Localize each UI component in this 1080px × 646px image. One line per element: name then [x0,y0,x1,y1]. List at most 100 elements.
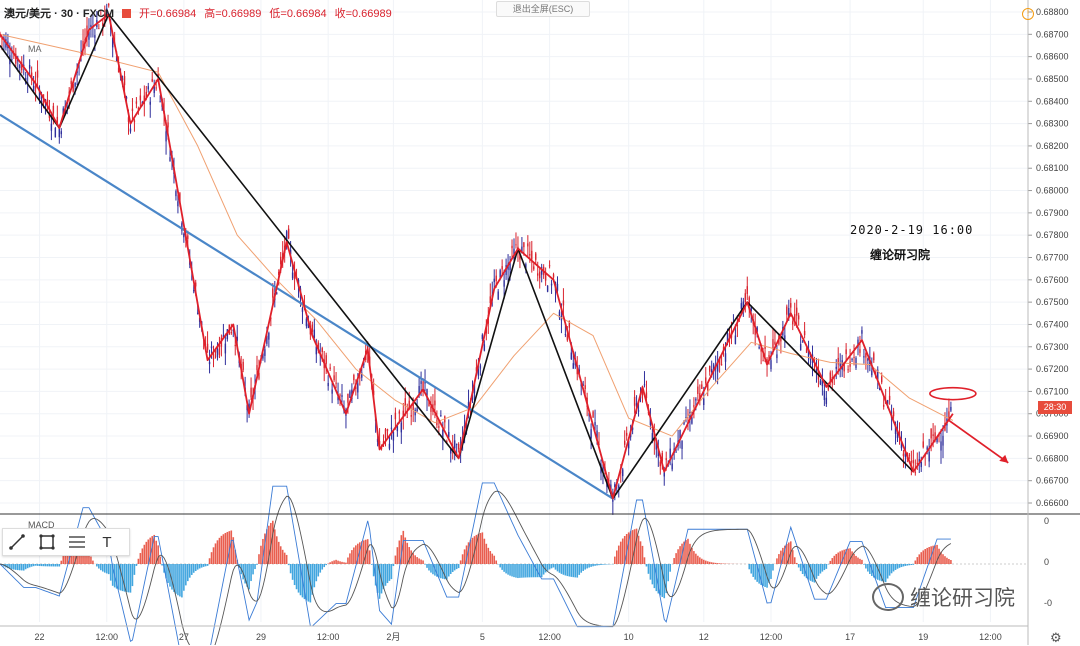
macd-histogram-bar [531,564,533,577]
candle [61,131,62,134]
candle [136,102,137,104]
candle [98,28,99,29]
chart-header: 澳元/美元 · 30 · FXCM 开=0.66984 高=0.66989 低=… [4,5,392,21]
macd-histogram-bar [818,564,820,576]
macd-histogram-bar [924,549,926,564]
candle [820,381,821,385]
candle [187,236,188,239]
text-tool-icon[interactable]: T [93,530,121,554]
low-value: 低=0.66984 [269,5,326,21]
macd-histogram-bar [573,564,575,577]
macd-histogram-bar [144,545,146,564]
candle [407,417,408,418]
macd-histogram-bar [33,564,35,566]
macd-histogram-bar [523,564,525,578]
macd-histogram-bar [853,554,855,564]
candle [272,288,273,297]
macd-histogram-bar [205,564,207,566]
candle [563,300,564,305]
candle [565,334,566,335]
macd-histogram-bar [395,556,397,564]
macd-histogram-bar [49,564,51,566]
macd-histogram-bar [217,540,219,564]
macd-histogram-bar [426,564,428,568]
candle [458,444,459,449]
candle [420,381,421,384]
exit-fullscreen-button[interactable]: 退出全屏(ESC) [496,1,590,17]
candle [264,349,265,356]
candle [721,364,722,365]
candle [231,332,232,333]
macd-histogram-bar [525,564,527,577]
macd-histogram-bar [909,564,911,565]
candle [359,377,360,378]
line-tool-icon[interactable] [3,530,31,554]
macd-histogram-bar [27,564,29,568]
macd-histogram-bar [495,561,497,564]
macd-histogram-bar [511,564,513,576]
time-tick-label: 27 [179,632,189,642]
macd-histogram-bar [620,542,622,564]
macd-histogram-bar [772,564,774,571]
symbol-label[interactable]: 澳元/美元 · 30 · FXCM [4,5,114,21]
candle [217,349,218,357]
candle [881,376,882,382]
macd-histogram-bar [157,545,159,564]
macd-histogram-bar [640,541,642,564]
info-icon[interactable]: ! [1022,8,1034,20]
macd-histogram-bar [855,556,857,564]
macd-histogram-bar [319,564,321,573]
candle [786,307,787,315]
macd-histogram-bar [189,564,191,578]
macd-histogram-bar [15,564,17,570]
macd-histogram-bar [857,558,859,564]
macd-histogram-bar [35,564,37,566]
macd-histogram-bar [918,554,920,564]
fib-tool-icon[interactable] [63,530,91,554]
price-tick-label: 0.66800 [1036,453,1069,463]
macd-histogram-bar [705,561,707,564]
macd-histogram-bar [276,536,278,564]
candle [438,426,439,428]
candle [484,344,485,350]
macd-histogram-bar [351,550,353,564]
rectangle-tool-icon[interactable] [33,530,61,554]
candle [331,390,332,394]
candle [454,440,455,448]
macd-histogram-bar [677,549,679,564]
ma-indicator-label[interactable]: MA [28,44,42,54]
macd-histogram-bar [833,556,835,564]
candle [533,266,534,269]
macd-histogram-bar [181,564,183,597]
macd-histogram-bar [19,564,21,570]
macd-histogram-bar [177,564,179,595]
macd-histogram-bar [92,561,94,564]
gear-icon[interactable]: ⚙ [1050,630,1062,646]
candle [701,384,702,389]
macd-histogram-bar [57,564,59,566]
candle [529,254,530,255]
candle [59,128,60,137]
macd-histogram-bar [517,564,519,578]
macd-histogram-bar [454,564,456,570]
candle [705,377,706,383]
candle [923,441,924,447]
close-value: 收=0.66989 [335,5,392,21]
macd-histogram-bar [493,556,495,564]
candle [494,279,495,282]
candle [531,251,532,260]
candle [695,399,696,401]
macd-histogram-bar [339,561,341,564]
macd-histogram-bar [489,551,491,564]
macd-histogram-bar [839,551,841,564]
macd-histogram-bar [480,533,482,564]
macd-histogram-bar [669,564,671,572]
candle [411,415,412,417]
candle [165,131,166,141]
candle [399,411,400,413]
macd-histogram-bar [288,564,290,565]
macd-histogram-bar [175,564,177,594]
macd-histogram-bar [404,537,406,564]
macd-histogram-bar [584,564,586,570]
